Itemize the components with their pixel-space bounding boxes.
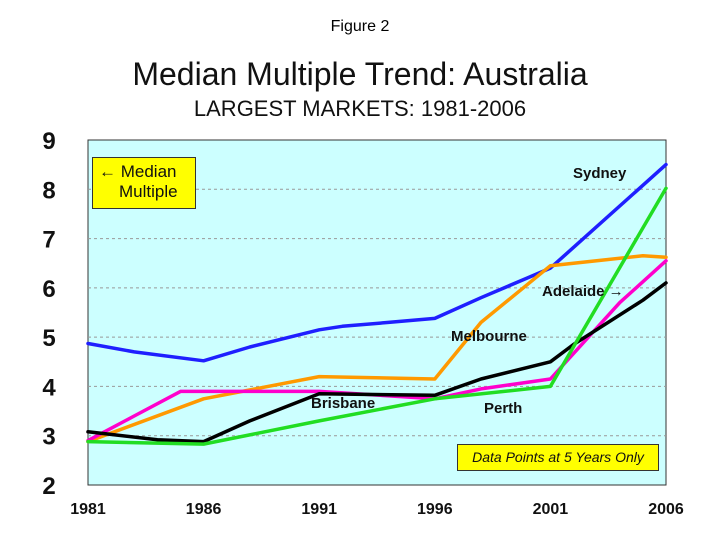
y-tick-label: 6 [42,276,55,303]
series-lines [86,162,668,446]
data-points-note: Data Points at 5 Years Only [457,444,659,471]
y-tick-label: 9 [42,128,55,155]
y-tick-label: 7 [42,227,55,254]
chart-title: Median Multiple Trend: Australia [132,56,588,92]
series-line-perth [86,186,668,446]
chart-subtitle: LARGEST MARKETS: 1981-2006 [193,96,527,121]
series-label-melbourne: Melbourne [451,328,527,345]
y-tick-label: 8 [42,177,55,204]
x-tick-label: 1996 [417,501,453,518]
y-tick-label: 5 [42,325,55,352]
series-label-brisbane: Brisbane [311,395,375,412]
series-label-perth: Perth [484,400,522,417]
y-tick-label: 4 [42,374,56,401]
legend-line-2: Multiple [119,182,178,201]
x-tick-label: 2006 [648,501,684,518]
gridlines [88,188,666,437]
series-line-sydney [86,162,668,363]
x-tick-label: 1986 [186,501,222,518]
x-axis-tick-labels: 1981 1986 1991 1996 2001 2006 [70,501,684,518]
x-tick-label: 1981 [70,501,106,518]
legend-line-1: ← Median [99,162,177,181]
series-label-sydney: Sydney [573,165,627,182]
y-axis-tick-labels: 2 3 4 5 6 7 8 9 [42,128,56,500]
series-label-adelaide: Adelaide → [542,283,624,300]
y-tick-label: 3 [42,424,55,451]
median-multiple-legend: ← Median Multiple [92,157,196,209]
x-tick-label: 2001 [533,501,569,518]
figure-caption: Figure 2 [330,18,390,35]
series-labels: Sydney Melbourne Adelaide → Brisbane Perth [311,165,627,417]
y-tick-label: 2 [42,473,55,500]
series-line-brisbane [86,281,668,444]
x-tick-label: 1991 [301,501,337,518]
